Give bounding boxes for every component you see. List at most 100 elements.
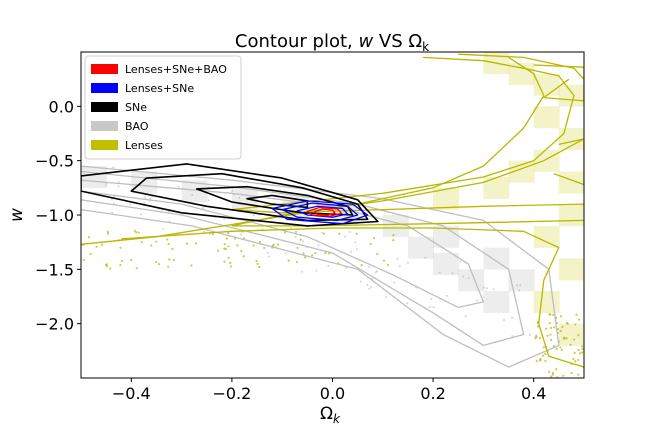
lenses-sample-point [360, 263, 363, 267]
x-tick-label: −0.4 [112, 384, 151, 403]
lenses-density-cell [558, 128, 584, 151]
lenses-sample-point [574, 323, 577, 326]
bao-sample-point [511, 335, 514, 338]
lenses-sample-point [167, 265, 170, 268]
bao-sample-point [476, 299, 479, 302]
bao-sample-point [111, 211, 114, 214]
bao-sample-point [129, 203, 132, 206]
bao-sample-point [519, 284, 522, 287]
lenses-sample-point [155, 260, 158, 264]
bao-sample-point [191, 194, 194, 197]
lenses-sample-point [216, 249, 220, 252]
bao-sample-point [485, 287, 488, 290]
bao-sample-point [177, 185, 180, 188]
lenses-sample-point [135, 231, 138, 234]
lenses-sample-point [296, 246, 299, 250]
bao-sample-point [518, 289, 521, 292]
lenses-sne-contour [271, 200, 369, 225]
lenses-density-cell [584, 63, 610, 85]
lenses-sample-point [573, 351, 576, 354]
bao-sample-point [396, 257, 399, 260]
lenses-sample-point [372, 237, 376, 240]
bao-sample-point [482, 286, 485, 289]
bao-sample-point [207, 185, 210, 188]
lenses-sample-point [338, 232, 341, 235]
lenses-sample-point [236, 244, 239, 247]
lenses-sample-point [240, 249, 243, 252]
bao-sample-point [451, 272, 454, 275]
sample-points [82, 153, 584, 378]
lenses-sample-point [555, 368, 558, 371]
lenses-sample-point [256, 262, 259, 265]
bao-density-cell [407, 236, 434, 259]
lenses-sample-point [552, 326, 556, 329]
lenses-sample-point [569, 343, 572, 346]
legend-swatch [91, 64, 118, 74]
lenses-sample-point [386, 263, 390, 266]
legend-label: Lenses [125, 139, 163, 152]
lenses-sample-point [570, 371, 573, 375]
lenses-sne-contour [281, 202, 359, 222]
legend-swatch [91, 140, 118, 150]
lenses-sample-point [233, 237, 236, 240]
bao-sample-point [110, 198, 113, 201]
sne-contour [81, 163, 379, 227]
lenses-sample-point [555, 347, 558, 350]
lenses-sample-point [562, 374, 565, 377]
bao-sample-point [355, 248, 358, 251]
lenses-contour [553, 138, 584, 186]
lenses-sample-point [137, 231, 140, 234]
lenses-sample-point [544, 352, 547, 355]
lenses-sample-point [106, 230, 109, 233]
lenses-density-cell [508, 62, 535, 85]
bao-sample-point [445, 294, 448, 297]
lenses-sample-point [255, 259, 258, 263]
bao-sample-point [376, 270, 379, 273]
lenses-sample-point [294, 230, 298, 233]
lenses-sample-point [119, 246, 122, 249]
bao-sample-point [371, 277, 374, 280]
lenses-sample-point [322, 232, 326, 235]
bao-sample-point [140, 213, 143, 216]
lenses-sample-point [223, 260, 226, 263]
lenses-sample-point [546, 334, 549, 337]
lenses-sample-point [106, 232, 110, 235]
legend-box [84, 55, 242, 160]
lenses-density-cell [533, 225, 560, 248]
lenses-sne-bao-contour [314, 208, 336, 216]
bao-sample-point [370, 286, 373, 289]
lenses-density-cell [558, 84, 584, 107]
lenses-sample-point [534, 337, 537, 340]
bao-sample-point [406, 261, 409, 264]
density-background [81, 52, 610, 346]
y-tick-label: −2.0 [35, 315, 74, 334]
lenses-sne-contour [296, 205, 349, 218]
lenses-sample-point [252, 244, 255, 247]
lenses-sample-point [551, 371, 554, 375]
bao-sample-point [459, 260, 462, 263]
legend-swatch [91, 121, 118, 131]
bao-density-cell [508, 269, 535, 292]
bao-sample-point [344, 235, 347, 238]
bao-sample-point [144, 196, 147, 199]
lenses-density-cell [533, 149, 560, 172]
bao-sample-point [492, 288, 495, 291]
lenses-sample-point [382, 259, 386, 262]
lenses-sample-point [549, 326, 553, 330]
lenses-sample-point [572, 338, 576, 341]
bao-sample-point [105, 184, 108, 187]
bao-sample-point [207, 199, 210, 202]
bao-sample-point [406, 302, 409, 305]
lenses-sample-point [577, 348, 580, 351]
x-tick-label: 0.0 [320, 384, 345, 403]
lenses-sample-point [168, 258, 171, 261]
lenses-sample-point [369, 242, 372, 246]
y-tick-label: 0.0 [49, 97, 74, 116]
lenses-sample-point [577, 373, 580, 376]
lenses-sample-point [89, 252, 92, 256]
lenses-sample-point [541, 354, 545, 357]
lenses-sample-point [223, 247, 226, 250]
lenses-sample-point [535, 334, 538, 337]
lenses-sample-point [258, 265, 261, 269]
